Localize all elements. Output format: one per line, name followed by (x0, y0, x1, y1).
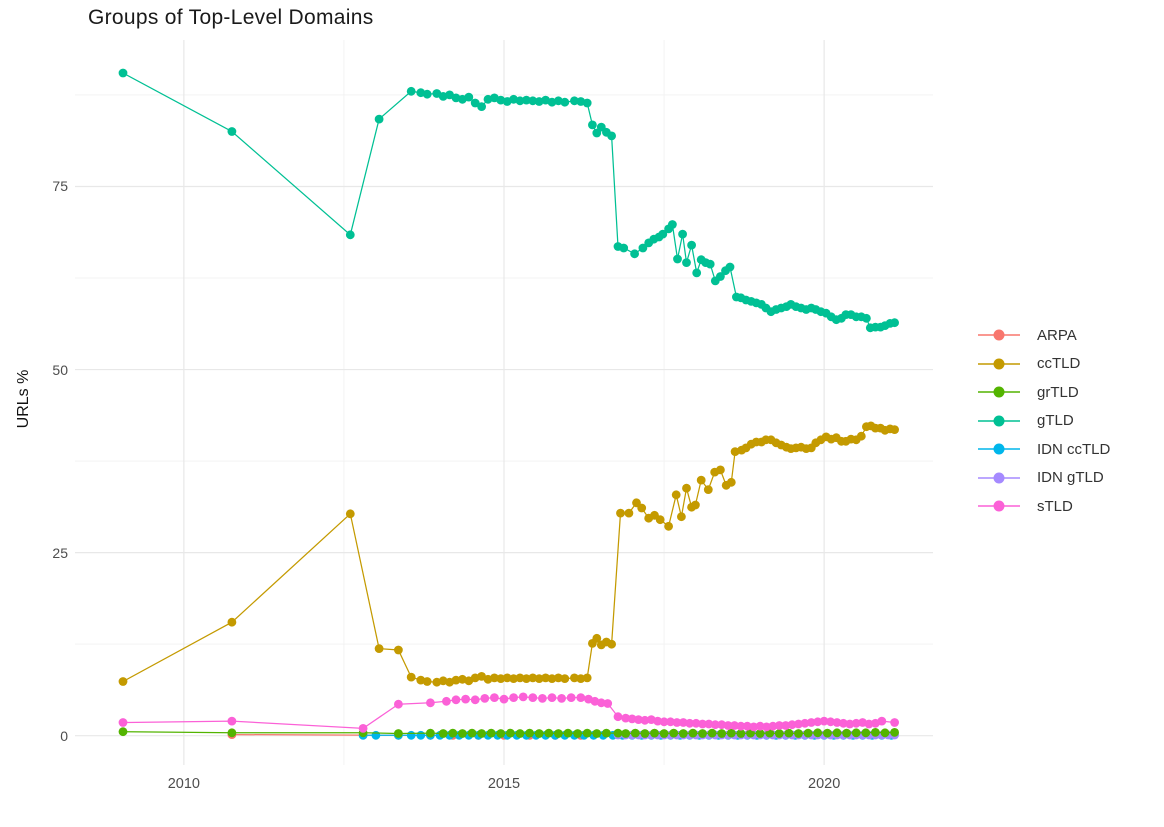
legend-label: ccTLD (1037, 355, 1081, 373)
legend-key-icon (978, 386, 1020, 398)
legend-label: IDN gTLD (1037, 469, 1104, 487)
y-tick-label-25: 25 (52, 544, 68, 561)
series-gtld (118, 68, 899, 333)
series-stld (118, 692, 899, 733)
legend-key-icon (978, 415, 1020, 427)
legend-key-icon (978, 500, 1020, 512)
legend-label: sTLD (1037, 497, 1073, 515)
legend-label: grTLD (1037, 383, 1079, 401)
legend-item-idn-gtld: IDN gTLD (977, 464, 1110, 493)
y-tick-label-0: 0 (60, 727, 68, 744)
chart-title: Groups of Top-Level Domains (88, 6, 374, 29)
legend-label: ARPA (1037, 326, 1077, 344)
x-tick-label-2020: 2020 (808, 776, 841, 792)
legend-label: IDN ccTLD (1037, 440, 1111, 458)
legend-item-idn-cctld: IDN ccTLD (977, 435, 1110, 464)
series-cctld (118, 421, 899, 687)
legend-key-icon (978, 443, 1020, 455)
legend-key-icon (978, 472, 1020, 484)
legend-label: gTLD (1037, 412, 1074, 430)
x-tick-label-2015: 2015 (487, 776, 521, 792)
legend-item-stld: sTLD (977, 492, 1110, 521)
legend-item-gtld: gTLD (977, 407, 1110, 436)
series-grtld (118, 727, 899, 738)
x-tick-label-2010: 2010 (167, 776, 200, 792)
legend-item-cctld: ccTLD (977, 350, 1110, 379)
major-gridlines (75, 40, 933, 765)
legend: ARPA ccTLD grTLD gTLD IDN ccTLD IDN gTLD sTLD (977, 321, 1110, 521)
legend-item-arpa: ARPA (977, 321, 1110, 350)
y-tick-label-50: 50 (52, 361, 68, 378)
legend-item-grtld: grTLD (977, 378, 1110, 407)
legend-key-icon (978, 358, 1020, 370)
legend-key-icon (978, 329, 1020, 341)
y-tick-label-75: 75 (52, 178, 68, 195)
